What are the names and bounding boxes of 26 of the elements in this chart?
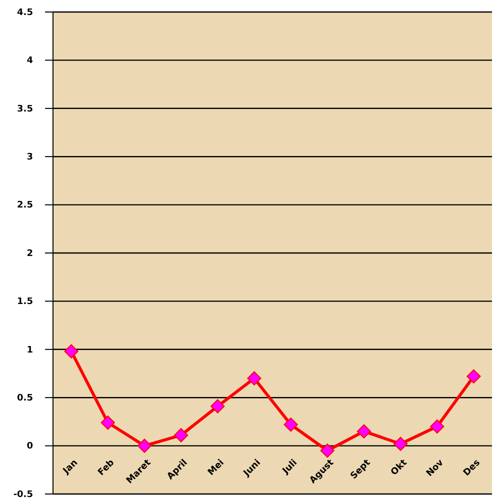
point	[64, 344, 78, 358]
y-tick-label: 1.5	[17, 297, 33, 308]
point	[137, 438, 152, 453]
x-tick-label: Okt	[389, 457, 410, 478]
y-tick-label: 1	[26, 345, 33, 356]
point	[430, 419, 444, 434]
y-tick-label: 2	[26, 248, 33, 259]
point	[284, 418, 298, 432]
x-tick-label: Feb	[96, 458, 117, 478]
y-tick-label: 0	[26, 442, 33, 452]
point	[174, 428, 188, 442]
y-tick-label: 4.5	[17, 8, 33, 18]
y-tick-label: 3	[26, 152, 33, 162]
point	[356, 424, 372, 438]
point	[393, 436, 408, 451]
point	[466, 369, 481, 384]
y-tick-label: 3.5	[17, 104, 33, 114]
point	[320, 444, 334, 458]
point	[100, 416, 115, 430]
x-tick-label: Jan	[61, 458, 80, 477]
y-tick-label: -0.5	[13, 490, 33, 500]
point	[247, 371, 262, 386]
y-tick-label: 4	[26, 56, 33, 66]
point	[210, 399, 225, 414]
y-tick-label: 0.5	[17, 393, 33, 404]
y-tick-label: 2.5	[17, 200, 33, 211]
